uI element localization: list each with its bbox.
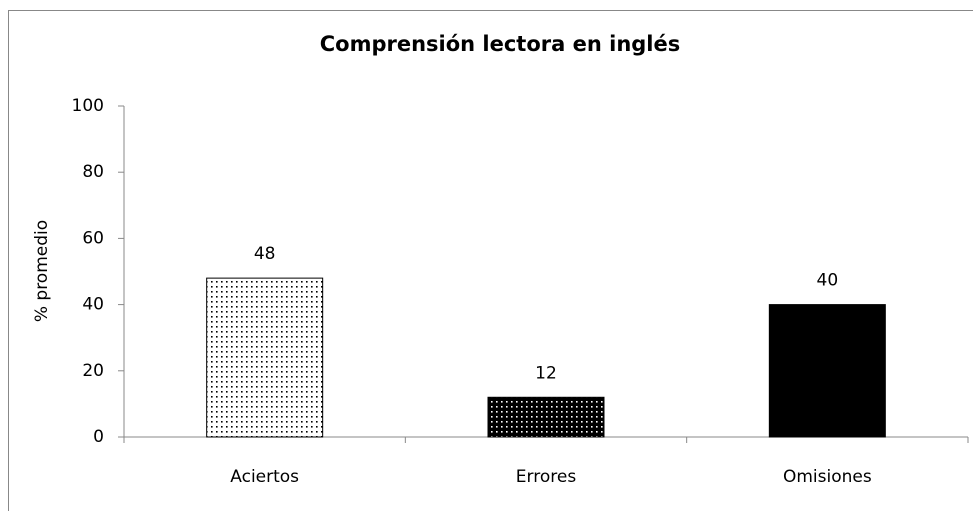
chart-title: Comprensión lectora en inglés xyxy=(320,32,681,56)
bar xyxy=(487,396,605,438)
y-tick-label: 20 xyxy=(82,361,104,381)
data-label: 40 xyxy=(817,271,839,291)
y-axis-label: % promedio xyxy=(32,220,52,322)
x-tick-label: Errores xyxy=(516,467,577,487)
data-label: 48 xyxy=(254,244,276,264)
y-tick-label: 100 xyxy=(72,96,104,116)
y-tick-label: 0 xyxy=(93,427,104,447)
y-tick-label: 80 xyxy=(82,162,104,182)
y-tick-label: 40 xyxy=(82,295,104,315)
data-label: 12 xyxy=(535,363,557,383)
x-tick-label: Aciertos xyxy=(230,467,299,487)
chart-border xyxy=(8,10,973,511)
bar xyxy=(206,277,324,438)
bar xyxy=(768,304,886,438)
y-tick-label: 60 xyxy=(82,228,104,248)
x-tick-label: Omisiones xyxy=(783,467,872,487)
